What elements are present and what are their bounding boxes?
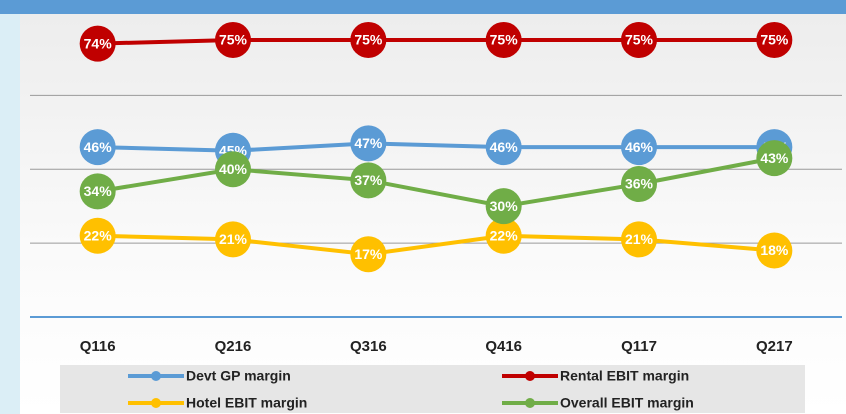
legend-label: Rental EBIT margin (560, 368, 689, 384)
data-point (756, 232, 793, 269)
legend-marker (525, 371, 535, 381)
data-point (621, 166, 657, 203)
data-point (79, 217, 116, 254)
data-point (215, 221, 251, 258)
data-label: 21% (625, 231, 654, 247)
data-label: 75% (354, 32, 383, 48)
data-label: 37% (354, 172, 383, 188)
data-point (756, 140, 793, 177)
data-point (621, 21, 657, 58)
data-label: 22% (84, 227, 113, 243)
data-label: 34% (84, 183, 113, 199)
data-point (350, 21, 387, 58)
series-line (97, 233, 775, 257)
data-point (621, 221, 657, 258)
data-label: 46% (84, 139, 113, 155)
data-point (485, 188, 522, 225)
legend-label: Hotel EBIT margin (186, 395, 307, 411)
data-point (79, 173, 116, 210)
data-label: 18% (760, 242, 789, 258)
legend-marker (525, 398, 535, 408)
series-line (97, 141, 775, 153)
data-point (350, 236, 387, 273)
data-point (485, 217, 522, 254)
x-tick-label: Q116 (80, 338, 116, 355)
data-label: 21% (219, 231, 248, 247)
data-label: 75% (490, 32, 519, 48)
series-line (97, 156, 775, 209)
data-point (215, 21, 251, 58)
data-label: 36% (625, 176, 654, 192)
x-tick-label: Q217 (756, 338, 793, 355)
data-label: 17% (354, 246, 383, 262)
x-tick-label: Q316 (350, 338, 387, 355)
data-point (350, 162, 387, 199)
data-label: 74% (84, 35, 113, 51)
data-label: 75% (219, 32, 248, 48)
legend-label: Devt GP margin (186, 368, 291, 384)
data-point (485, 21, 522, 58)
legend-marker (151, 398, 161, 408)
data-label: 46% (490, 139, 519, 155)
data-label: 43% (760, 150, 789, 166)
data-point (350, 125, 387, 162)
legend-box (60, 365, 805, 413)
data-label: 22% (490, 227, 519, 243)
legend-label: Overall EBIT margin (560, 395, 694, 411)
header-band (0, 0, 846, 14)
data-label: 30% (490, 198, 519, 214)
legend-marker (151, 371, 161, 381)
data-label: 75% (760, 32, 789, 48)
series-line (97, 37, 775, 46)
x-tick-label: Q117 (621, 338, 657, 355)
x-tick-label: Q216 (215, 338, 252, 355)
data-label: 47% (354, 135, 383, 151)
data-point (485, 129, 522, 166)
plot-panel (20, 0, 846, 414)
data-point (79, 25, 116, 62)
data-point (621, 129, 657, 166)
data-label: 75% (625, 32, 654, 48)
data-point (215, 151, 251, 188)
data-point (79, 129, 116, 166)
data-label: 46% (625, 139, 654, 155)
data-point (756, 21, 793, 58)
x-tick-label: Q416 (485, 338, 522, 355)
data-label: 40% (219, 161, 248, 177)
